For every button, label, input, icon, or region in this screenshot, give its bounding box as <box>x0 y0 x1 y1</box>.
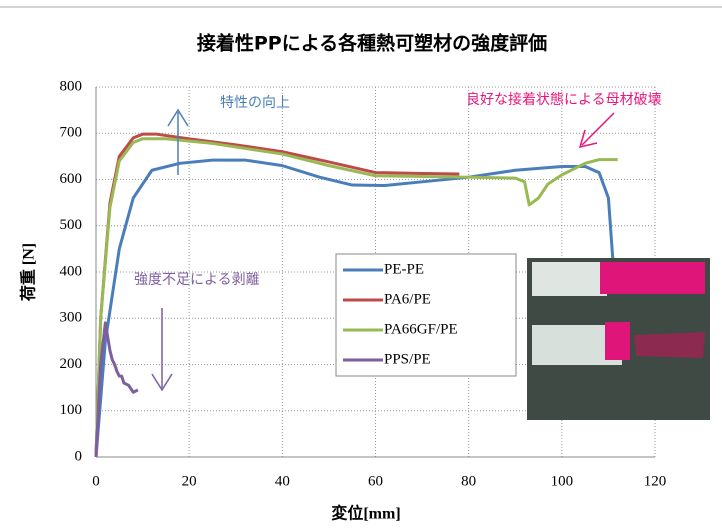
legend-label: PA66GF/PE <box>384 321 458 337</box>
photo <box>527 258 710 420</box>
x-tick-label: 0 <box>92 473 100 489</box>
y-tick-label: 400 <box>60 263 83 279</box>
y-tick-label: 300 <box>60 310 83 326</box>
y-tick-label: 700 <box>60 125 83 141</box>
chart-title: 接着性PPによる各種熱可塑材の強度評価 <box>197 32 547 55</box>
x-tick-label: 20 <box>182 473 197 489</box>
y-tick-label: 200 <box>60 356 83 372</box>
y-tick-label: 800 <box>60 78 83 94</box>
x-tick-label: 60 <box>368 473 383 489</box>
annotation: 特性の向上 <box>220 95 290 111</box>
y-axis-label: 荷重 [N] <box>19 243 38 301</box>
x-axis-label: 変位[mm] <box>331 504 400 523</box>
legend-label: PPS/PE <box>384 351 431 367</box>
x-tick-label: 40 <box>275 473 290 489</box>
y-tick-label: 0 <box>75 448 83 464</box>
y-tick-label: 100 <box>60 402 83 418</box>
annotation: 強度不足による剥離 <box>134 271 260 288</box>
legend-label: PE-PE <box>384 261 424 277</box>
legend-label: PA6/PE <box>384 291 431 307</box>
legend: PE-PE PA6/PE PA66GF/PE PPS/PE <box>336 254 516 376</box>
chart: 接着性PPによる各種熱可塑材の強度評価 変位[mm] 荷重 [N] 0 100 20… <box>0 0 722 532</box>
y-tick-label: 500 <box>60 217 83 233</box>
x-tick-label: 80 <box>461 473 476 489</box>
y-tick-label: 600 <box>60 171 83 187</box>
annotation: 良好な接着状態による母材破壊 <box>466 91 662 108</box>
x-tick-label: 120 <box>644 473 667 489</box>
x-tick-label: 100 <box>551 473 574 489</box>
